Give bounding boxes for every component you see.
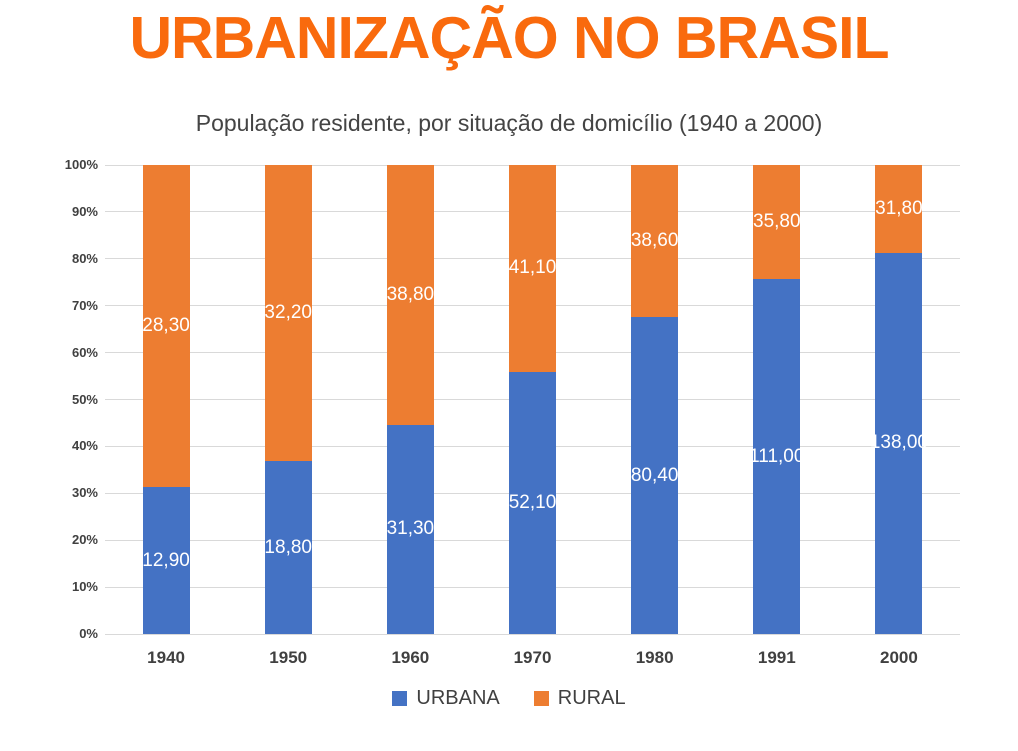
y-tick-label-30%: 30%: [71, 485, 98, 501]
bar-segment-urbana-1991: [753, 279, 801, 634]
x-tick-label-1970: 1970: [513, 648, 552, 667]
bar-segment-rural-1970: [509, 165, 556, 372]
bar-value-rural-1970: 41,10: [508, 257, 557, 279]
bar-value-urbana-1991: 111,00: [749, 445, 805, 467]
bar-segment-urbana-1950: [264, 461, 312, 634]
bar-segment-urbana-2000: [875, 252, 923, 634]
bar-segment-urbana-1970: [509, 371, 556, 634]
urbana-swatch-icon: [392, 691, 408, 706]
y-tick-label-100%: 100%: [64, 157, 98, 172]
bar-value-rural-1950: 32,20: [264, 302, 312, 324]
bar-value-rural-2000: 31,80: [875, 197, 923, 219]
page-title: URBANIZAÇÃO NO BRASIL: [129, 5, 889, 71]
legend-item-rural: RURAL: [533, 687, 626, 710]
legend-item-urbana: URBANA: [392, 687, 500, 710]
bar-value-urbana-1950: 18,80: [264, 536, 312, 558]
x-tick-label-1960: 1960: [391, 648, 430, 667]
bar-value-urbana-2000: 138,00: [869, 432, 928, 454]
bar-value-urbana-1980: 80,40: [630, 464, 679, 486]
y-tick-label-40%: 40%: [71, 438, 98, 454]
bar-value-urbana-1970: 52,10: [508, 491, 557, 513]
plot-area: 12,90 28,30 18,80 32,20 31,30 38,80 52,10 41,10…: [105, 164, 960, 635]
bar-segment-rural-1991: [753, 165, 801, 280]
bar-value-rural-1991: 35,80: [753, 211, 801, 233]
bar-segment-rural-1950: [264, 165, 312, 462]
x-tick-label-1980: 1980: [635, 648, 674, 667]
bar-segment-urbana-1980: [631, 317, 679, 634]
rural-swatch-icon: [533, 691, 549, 706]
bar-value-rural-1980: 38,60: [630, 230, 679, 252]
gridline-0%: [105, 633, 960, 635]
chart-subtitle: População residente, por situação de dom…: [195, 110, 823, 136]
x-tick-label-2000: 2000: [880, 648, 918, 667]
legend-label-rural: RURAL: [557, 687, 626, 709]
y-tick-label-50%: 50%: [71, 391, 98, 407]
y-tick-label-60%: 60%: [71, 344, 98, 360]
y-tick-label-0%: 0%: [79, 626, 98, 641]
x-tick-label-1940: 1940: [147, 648, 185, 667]
gridline-100%: [105, 164, 960, 166]
bar-value-rural-1940: 28,30: [142, 315, 190, 337]
legend: URBANA RURAL: [0, 687, 1018, 710]
legend-label-urbana: URBANA: [416, 687, 500, 709]
bar-segment-rural-1980: [631, 165, 679, 318]
bar-value-urbana-1960: 31,30: [386, 518, 435, 540]
y-tick-label-80%: 80%: [71, 250, 98, 266]
y-tick-label-70%: 70%: [71, 297, 98, 313]
y-tick-label-20%: 20%: [71, 532, 98, 548]
bar-segment-urbana-1960: [386, 424, 434, 634]
bar-segment-urbana-1940: [142, 487, 190, 634]
x-tick-label-1950: 1950: [269, 648, 308, 667]
bar-segment-rural-2000: [875, 165, 923, 253]
bar-value-urbana-1940: 12,90: [142, 549, 190, 571]
y-tick-label-10%: 10%: [71, 579, 98, 595]
y-tick-label-90%: 90%: [71, 203, 98, 219]
bar-value-rural-1960: 38,80: [386, 283, 435, 305]
bar-segment-rural-1940: [142, 165, 190, 488]
bar-segment-rural-1960: [386, 165, 434, 425]
x-tick-label-1991: 1991: [757, 648, 796, 667]
